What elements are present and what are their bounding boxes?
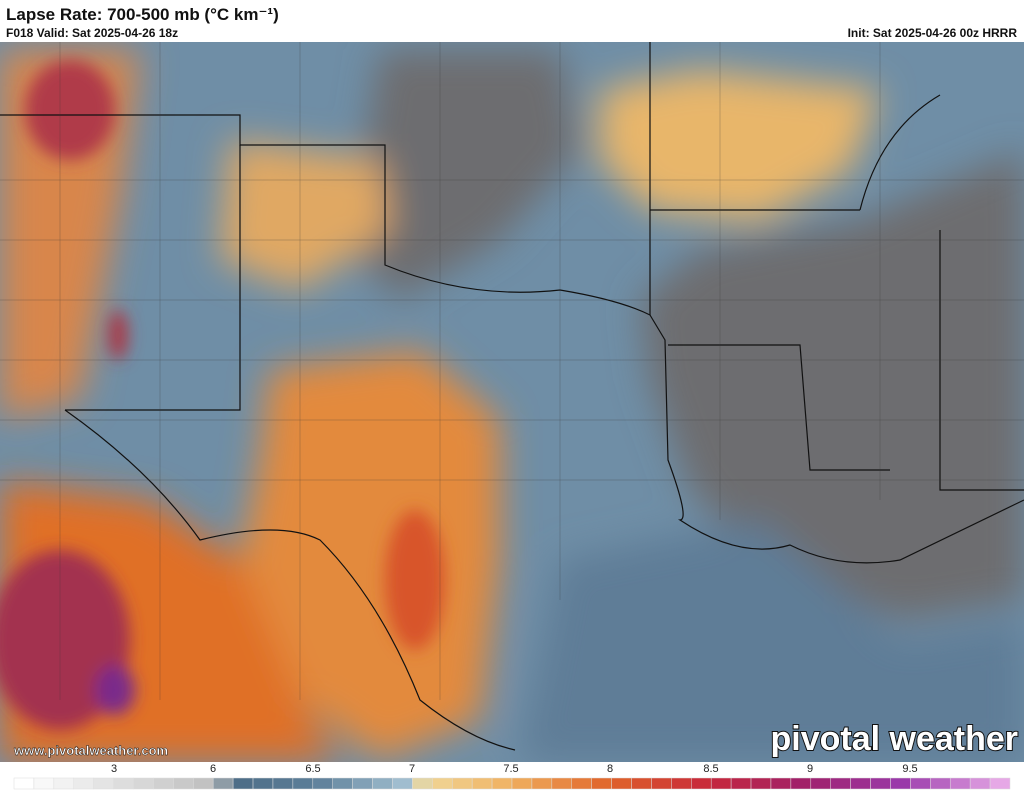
- colorbar-swatch: [890, 777, 911, 790]
- colorbar-swatch: [551, 777, 573, 790]
- title: Lapse Rate: 700-500 mb (°C km⁻¹): [6, 5, 279, 24]
- watermark-brand: pivotal weather: [770, 720, 1018, 758]
- map: www.pivotalweather.com pivotal weather: [0, 42, 1024, 762]
- colorbar-swatch: [292, 777, 314, 790]
- colorbar-swatch: [73, 777, 94, 790]
- colorbar-swatch: [611, 777, 632, 790]
- colorbar-label: 6.5: [305, 763, 320, 775]
- colorbar-labels: 3 6 6.5 7 7.5 8 8.5 9 9.5: [111, 763, 918, 775]
- colorbar-swatch: [631, 777, 652, 790]
- colorbar-label: 9: [807, 763, 813, 775]
- colorbar-label: 7.5: [503, 763, 518, 775]
- watermark-url: www.pivotalweather.com: [13, 743, 168, 758]
- colorbar-swatch: [312, 777, 333, 790]
- colorbar-swatch: [33, 777, 55, 790]
- colorbar-swatch: [392, 777, 413, 790]
- colorbar-swatch: [173, 777, 194, 790]
- colorbar-swatch: [272, 777, 294, 790]
- colorbar-swatch: [850, 777, 871, 790]
- colorbar-swatch: [810, 777, 831, 790]
- colorbar-swatch: [193, 777, 214, 790]
- colorbar-swatch: [153, 777, 174, 790]
- colorbar-label: 6: [210, 763, 216, 775]
- colorbar-swatch: [113, 777, 134, 790]
- colorbar-swatch: [412, 777, 433, 790]
- colorbar-swatch: [53, 777, 75, 790]
- colorbar-swatch: [531, 777, 553, 790]
- colorbar-swatch: [212, 777, 234, 790]
- colorbar-swatch: [750, 777, 772, 790]
- colorbar-swatch: [770, 777, 792, 790]
- valid-time: F018 Valid: Sat 2025-04-26 18z: [6, 26, 178, 40]
- colorbar-swatch: [591, 777, 612, 790]
- colorbar-swatch: [471, 777, 493, 790]
- colorbar-swatch: [232, 777, 254, 790]
- colorbar-swatch: [571, 777, 592, 790]
- colorbar-label: 8.5: [703, 763, 718, 775]
- colorbar-swatch: [989, 777, 1011, 790]
- colorbar-swatch: [790, 777, 812, 790]
- colorbar-swatch: [93, 777, 114, 790]
- colorbar-swatch: [949, 777, 971, 790]
- colorbar-swatch: [332, 777, 353, 790]
- colorbar-swatch: [451, 777, 473, 790]
- colorbar-label: 8: [607, 763, 613, 775]
- colorbar-swatch: [691, 777, 712, 790]
- colorbar-swatch: [491, 777, 513, 790]
- colorbar-label: 3: [111, 763, 117, 775]
- colorbar-swatch: [730, 777, 752, 790]
- colorbar-swatch: [352, 777, 373, 790]
- colorbar-swatch: [910, 777, 931, 790]
- colorbar-swatch: [13, 777, 35, 790]
- init-time: Init: Sat 2025-04-26 00z HRRR: [848, 26, 1018, 40]
- colorbar-swatch: [511, 777, 533, 790]
- colorbar-label: 9.5: [902, 763, 917, 775]
- colorbar-swatch: [671, 777, 692, 790]
- colorbar-swatch: [930, 777, 951, 790]
- colorbar-swatch: [710, 777, 732, 790]
- colorbar-swatch: [830, 777, 851, 790]
- colorbar-label: 7: [409, 763, 415, 775]
- colorbar-swatch: [651, 777, 672, 790]
- colorbar-swatch: [432, 777, 453, 790]
- colorbar-swatch: [372, 777, 393, 790]
- colorbar-swatch: [252, 777, 274, 790]
- colorbar-swatch: [969, 777, 991, 790]
- colorbar: [13, 777, 1011, 790]
- colorbar-swatch: [133, 777, 154, 790]
- colorbar-swatch: [870, 777, 891, 790]
